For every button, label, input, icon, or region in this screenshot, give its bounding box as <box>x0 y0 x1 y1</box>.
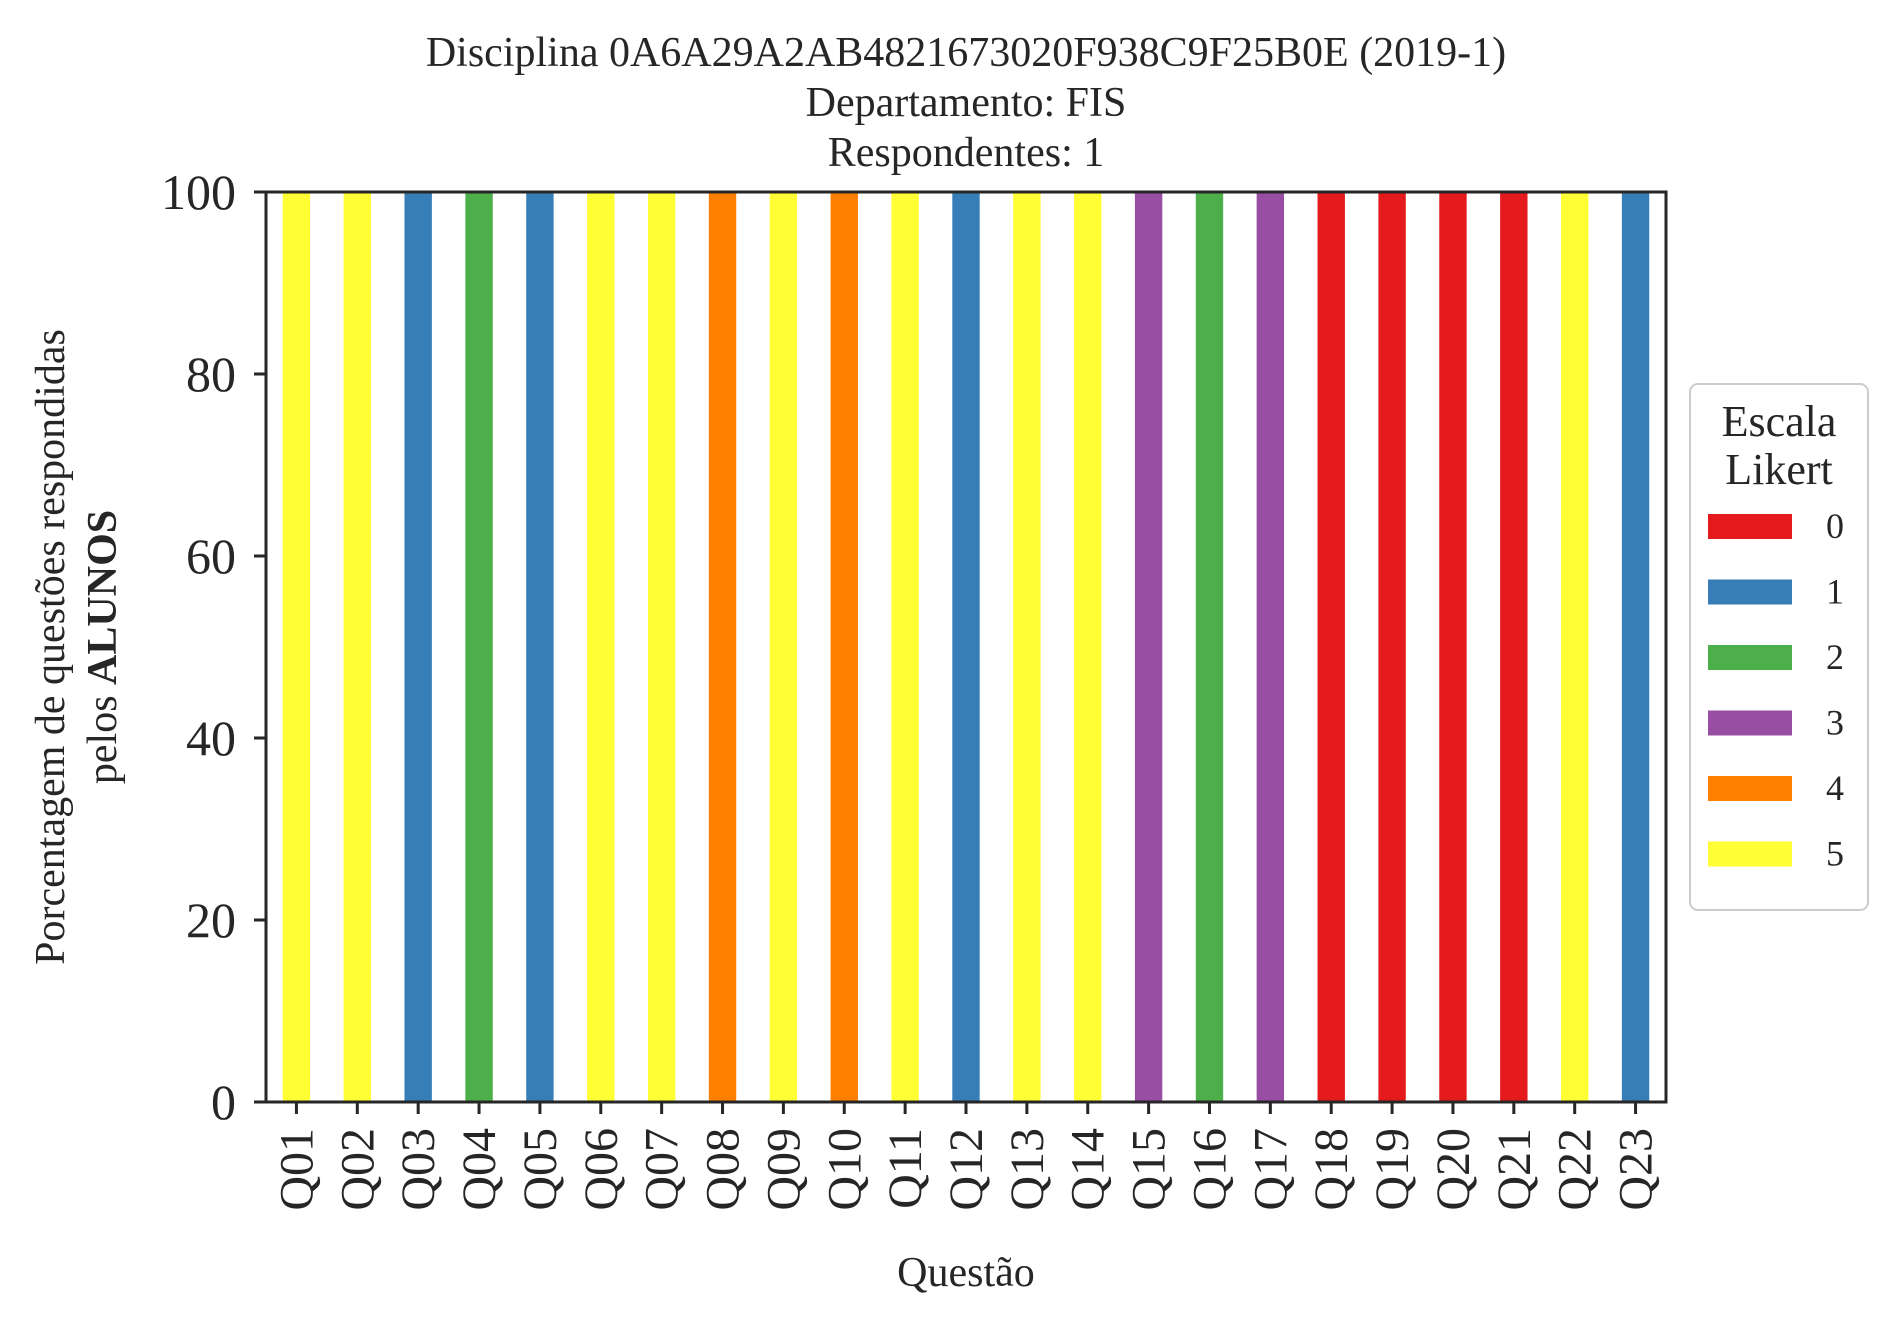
bar-q16-likert-2 <box>1195 192 1224 1102</box>
legend-swatch-3 <box>1708 710 1792 736</box>
y-axis-label-line-1: Porcentagem de questões respondidas <box>28 329 74 965</box>
x-tick-label: Q10 <box>818 1128 871 1211</box>
legend-label-3: 3 <box>1826 703 1844 743</box>
legend-label-4: 4 <box>1826 768 1844 808</box>
legend-label-5: 5 <box>1826 834 1844 874</box>
bar-q06-likert-5 <box>587 192 615 1102</box>
chart-title-line-3: Respondentes: 1 <box>828 130 1104 176</box>
legend-title-line-2: Likert <box>1725 445 1833 494</box>
x-tick-label: Q23 <box>1610 1128 1663 1211</box>
x-tick-label: Q12 <box>940 1128 993 1211</box>
legend-swatch-1 <box>1708 579 1792 605</box>
legend-swatch-5 <box>1708 841 1792 867</box>
x-tick-label: Q20 <box>1427 1128 1480 1211</box>
x-tick-label: Q15 <box>1123 1128 1176 1211</box>
x-tick-label: Q07 <box>636 1128 689 1211</box>
bar-q23-likert-1 <box>1621 192 1650 1102</box>
legend-swatch-0 <box>1708 514 1792 539</box>
chart-title: Disciplina 0A6A29A2AB4821673020F938C9F25… <box>426 30 1506 176</box>
x-tick-label: Q02 <box>331 1128 384 1211</box>
y-tick-label: 60 <box>186 528 236 584</box>
x-tick-label: Q19 <box>1366 1128 1419 1211</box>
legend-swatch-2 <box>1708 645 1792 670</box>
bars-group <box>282 192 1650 1102</box>
y-tick-label: 100 <box>161 164 236 220</box>
x-axis-ticks: Q01 Q02 Q03 Q04 Q05 Q06 Q07 Q08 Q09 Q10 Q11 Q12 Q13 Q… <box>270 1102 1663 1211</box>
y-axis-label-prefix: pelos <box>80 685 126 784</box>
y-tick-label: 0 <box>211 1074 236 1130</box>
x-tick-label: Q08 <box>697 1128 750 1211</box>
legend-label-0: 0 <box>1826 506 1844 546</box>
legend-items: 0 1 2 3 4 5 <box>1708 506 1844 874</box>
chart-title-line-2: Departamento: FIS <box>806 80 1127 126</box>
y-axis-label-bold: ALUNOS <box>80 510 126 685</box>
bar-q04-likert-2 <box>465 192 493 1102</box>
y-axis-label: Porcentagem de questões respondidas pelo… <box>28 329 126 965</box>
bar-q12-likert-1 <box>952 192 980 1102</box>
bar-q18-likert-0 <box>1317 192 1345 1102</box>
bar-q08-likert-4 <box>708 192 737 1102</box>
legend: Escala Likert 0 1 2 3 4 5 <box>1689 383 1869 911</box>
y-axis-label-line-2: pelos ALUNOS <box>80 510 126 784</box>
bar-q20-likert-0 <box>1439 192 1467 1102</box>
y-tick-label: 40 <box>186 710 236 766</box>
x-tick-label: Q04 <box>453 1128 506 1211</box>
bar-q21-likert-0 <box>1500 192 1528 1102</box>
bar-q01-likert-5 <box>282 192 311 1102</box>
x-tick-label: Q14 <box>1062 1128 1115 1211</box>
x-tick-label: Q22 <box>1549 1128 1602 1211</box>
y-tick-label: 20 <box>186 892 236 948</box>
x-tick-label: Q18 <box>1305 1128 1358 1211</box>
bar-q15-likert-3 <box>1134 192 1163 1102</box>
bar-q17-likert-3 <box>1256 192 1285 1102</box>
legend-swatch-4 <box>1708 776 1792 801</box>
x-tick-label: Q03 <box>392 1128 445 1211</box>
legend-title-line-1: Escala <box>1722 397 1837 446</box>
bar-q10-likert-4 <box>830 192 858 1102</box>
bar-q03-likert-1 <box>404 192 432 1102</box>
x-tick-label: Q17 <box>1244 1128 1297 1211</box>
plot-frame <box>264 190 1668 1104</box>
bar-q14-likert-5 <box>1074 192 1102 1102</box>
x-tick-label: Q06 <box>575 1128 628 1211</box>
x-tick-label: Q13 <box>1001 1128 1054 1211</box>
x-tick-label: Q09 <box>757 1128 810 1211</box>
y-tick-label: 80 <box>186 346 236 402</box>
bar-q07-likert-5 <box>647 192 676 1102</box>
x-axis-label: Questão <box>897 1250 1035 1296</box>
bar-q11-likert-5 <box>891 192 919 1102</box>
bar-q02-likert-5 <box>343 192 371 1102</box>
bar-q09-likert-5 <box>769 192 798 1102</box>
x-tick-label: Q01 <box>270 1128 323 1211</box>
legend-label-1: 1 <box>1826 572 1844 612</box>
bar-q22-likert-5 <box>1561 192 1589 1102</box>
legend-label-2: 2 <box>1826 637 1844 677</box>
chart-title-line-1: Disciplina 0A6A29A2AB4821673020F938C9F25… <box>426 30 1506 76</box>
bar-q13-likert-5 <box>1013 192 1041 1102</box>
bar-q19-likert-0 <box>1378 192 1406 1102</box>
x-tick-label: Q05 <box>514 1128 567 1211</box>
x-tick-label: Q16 <box>1183 1128 1236 1211</box>
bar-q05-likert-1 <box>526 192 554 1102</box>
x-tick-label: Q11 <box>879 1128 932 1209</box>
x-tick-label: Q21 <box>1488 1128 1541 1211</box>
y-axis-ticks: 0 20 40 60 80 100 <box>161 164 266 1130</box>
